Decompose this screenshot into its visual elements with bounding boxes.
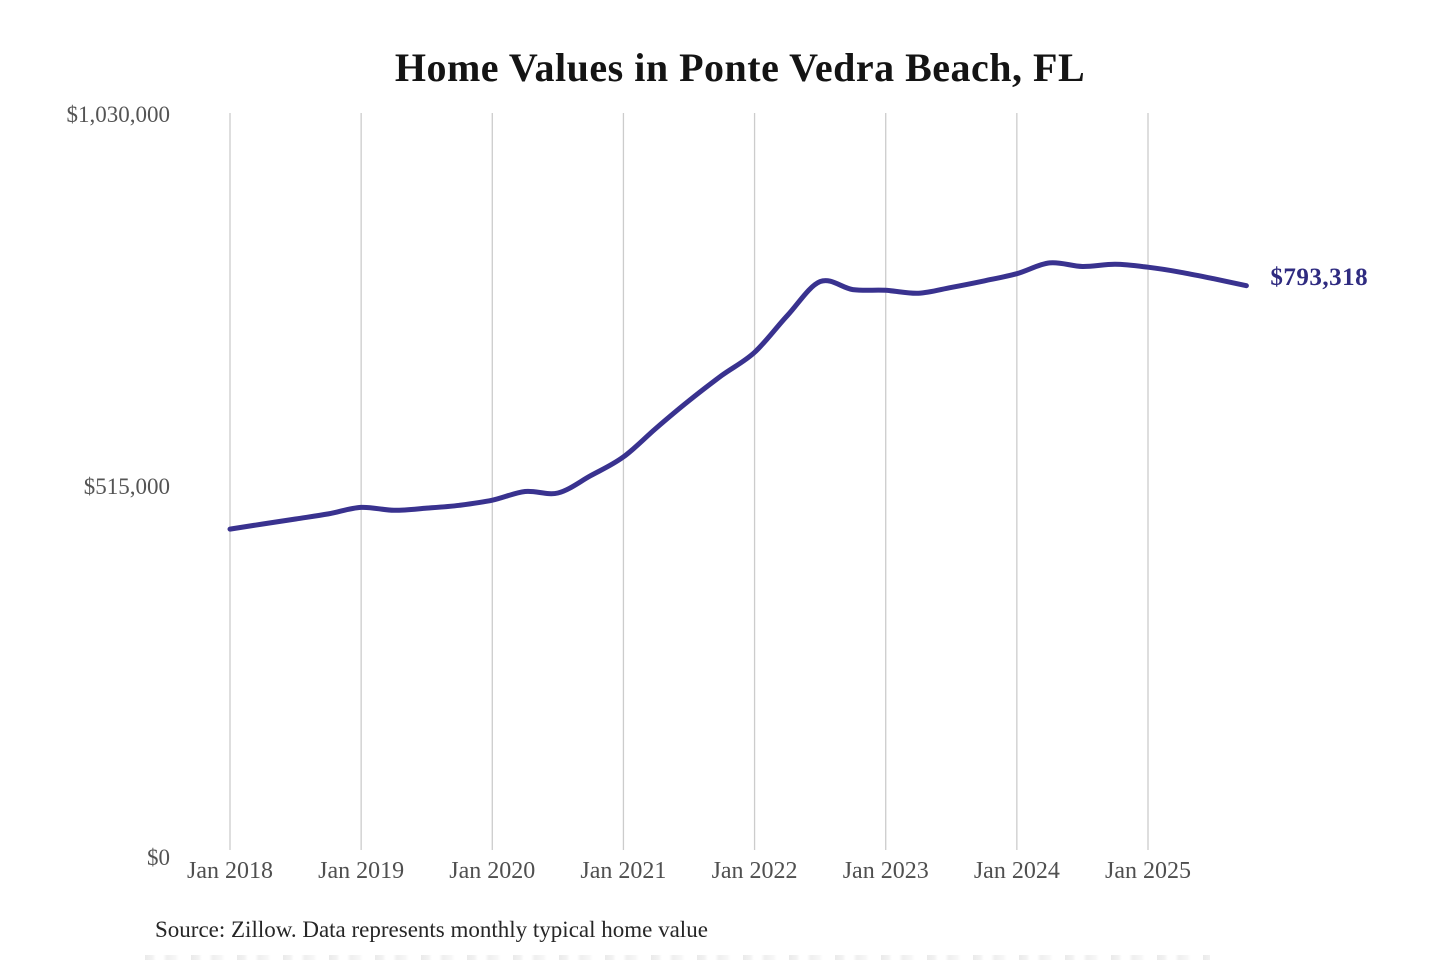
- chart-title: Home Values in Ponte Vedra Beach, FL: [394, 45, 1086, 90]
- x-tick-label: Jan 2019: [318, 858, 405, 884]
- x-tick-label: Jan 2025: [1105, 858, 1191, 884]
- x-tick-label: Jan 2021: [580, 858, 667, 884]
- home-value-line: [227, 260, 1249, 532]
- x-tick-label: Jan 2023: [842, 858, 929, 884]
- y-tick-label: $0: [147, 845, 170, 870]
- y-tick-label: $515,000: [83, 473, 170, 499]
- x-tick-label: Jan 2022: [711, 858, 798, 884]
- latest-value-label: $793,318: [1270, 263, 1369, 291]
- source-note: Source: Zillow. Data represents monthly …: [155, 917, 708, 942]
- cropped-text-edge-artifact: [145, 955, 1210, 960]
- x-tick-label: Jan 2018: [187, 858, 273, 884]
- y-tick-label: $1,030,000: [66, 102, 171, 127]
- x-tick-label: Jan 2020: [449, 858, 536, 884]
- x-tick-label: Jan 2024: [973, 858, 1060, 884]
